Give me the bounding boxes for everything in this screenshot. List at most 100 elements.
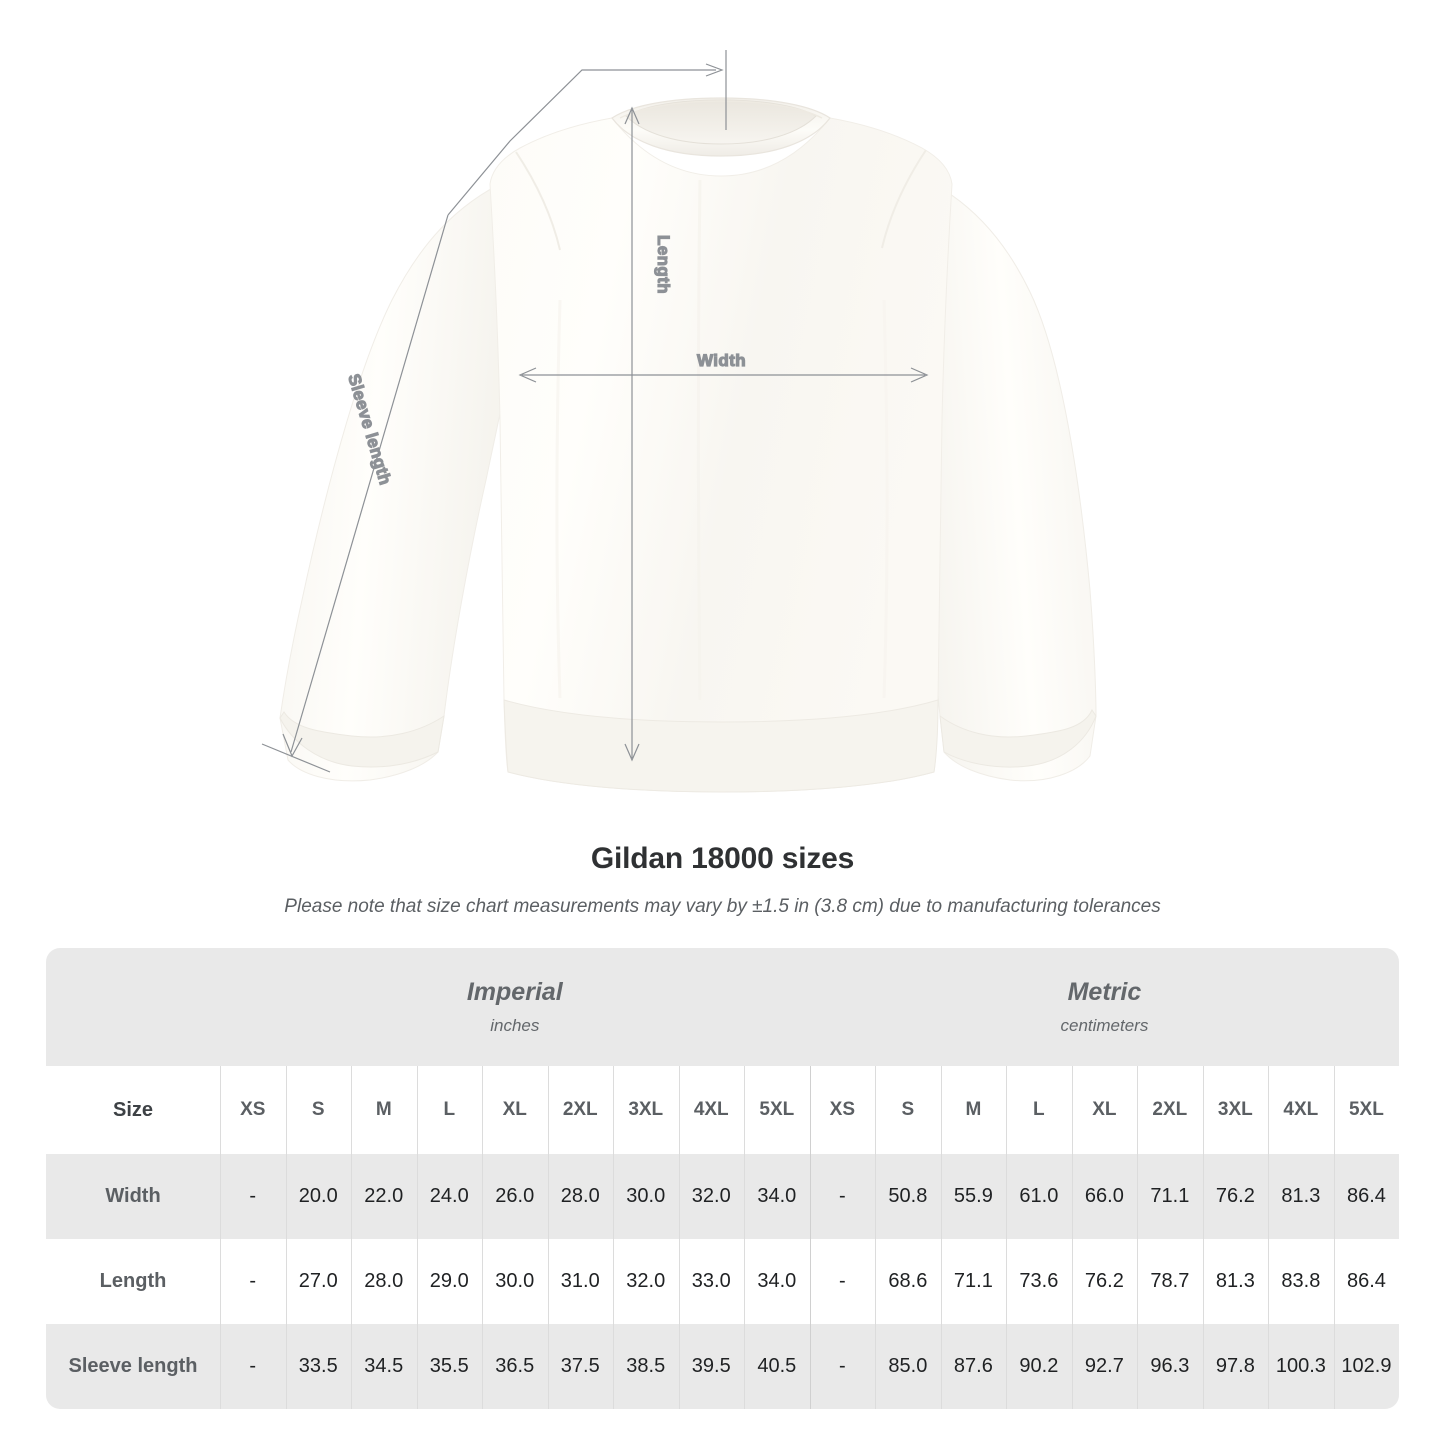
size-header-imperial-m: M [351, 1066, 417, 1154]
width-label: Width [697, 351, 746, 370]
cell-width-metric-m: 55.9 [940, 1154, 1007, 1239]
cell-sleeve-length-metric-5xl: 102.9 [1333, 1324, 1400, 1409]
cell-length-imperial-5xl: 34.0 [744, 1239, 810, 1324]
size-header-imperial-l: L [416, 1066, 482, 1154]
cell-sleeve-length-imperial-3xl: 38.5 [613, 1324, 679, 1409]
size-header-imperial-xl: XL [482, 1066, 548, 1154]
cell-length-imperial-s: 27.0 [285, 1239, 351, 1324]
cell-sleeve-length-imperial-m: 34.5 [351, 1324, 417, 1409]
cell-length-imperial-xs: - [220, 1239, 286, 1324]
cell-sleeve-length-imperial-5xl: 40.5 [744, 1324, 810, 1409]
cell-width-imperial-s: 20.0 [285, 1154, 351, 1239]
cell-sleeve-length-metric-m: 87.6 [940, 1324, 1007, 1409]
metric-unit-header: Metric centimeters [809, 948, 1400, 1066]
length-label: Length [654, 235, 673, 294]
unit-banner-row: Imperial inches Metric centimeters [46, 948, 1400, 1066]
row-label-sleeve-length: Sleeve length [46, 1324, 220, 1409]
cell-sleeve-length-metric-3xl: 97.8 [1202, 1324, 1269, 1409]
page-title: Gildan 18000 sizes [590, 842, 855, 875]
cell-width-imperial-xl: 26.0 [482, 1154, 548, 1239]
metric-unit-subtitle: centimeters [1060, 1016, 1149, 1035]
size-header-imperial-xs: XS [220, 1066, 286, 1154]
size-chart-table-wrapper: Imperial inches Metric centimeters Size XS S M L… [46, 948, 1400, 1409]
cell-width-imperial-3xl: 30.0 [613, 1154, 679, 1239]
cell-sleeve-length-imperial-4xl: 39.5 [678, 1324, 744, 1409]
cell-length-metric-xs: - [809, 1239, 876, 1324]
cell-sleeve-length-metric-2xl: 96.3 [1137, 1324, 1203, 1409]
cell-length-imperial-xl: 30.0 [482, 1239, 548, 1324]
size-header-row: Size XS S M L XL 2XL 3XL 4XL 5XL XS S M L XL 2XL 3XL 4XL 5… [46, 1066, 1400, 1154]
imperial-unit-subtitle: inches [490, 1016, 540, 1035]
table-row: Length -27.0 28.0 29.0 30.0 31.0 32.0 33.0 34.0-… [46, 1239, 1400, 1324]
cell-width-imperial-2xl: 28.0 [547, 1154, 613, 1239]
cell-width-metric-5xl: 86.4 [1333, 1154, 1400, 1239]
unit-banner-corner [46, 948, 220, 1066]
size-header-metric-l: L [1006, 1066, 1072, 1154]
cell-length-imperial-4xl: 33.0 [678, 1239, 744, 1324]
chart-heading-block: Gildan 18000 sizes Please note that size… [0, 838, 1445, 920]
cell-width-imperial-4xl: 32.0 [678, 1154, 744, 1239]
row-label-length: Length [46, 1239, 220, 1324]
metric-unit-title: Metric [1067, 978, 1142, 1006]
cell-sleeve-length-metric-s: 85.0 [875, 1324, 941, 1409]
width-dimension-arrow [518, 367, 929, 383]
size-header-imperial-3xl: 3XL [613, 1066, 679, 1154]
row-label-width: Width [46, 1154, 220, 1239]
cell-sleeve-length-imperial-s: 33.5 [285, 1324, 351, 1409]
shoulder-leader-line [447, 50, 727, 216]
garment-illustration: Length Width Sleeve length [261, 50, 1097, 793]
cell-sleeve-length-imperial-2xl: 37.5 [547, 1324, 613, 1409]
sweatshirt-diagram: Length Width Sleeve length [261, 50, 1097, 793]
cell-length-metric-3xl: 81.3 [1202, 1239, 1269, 1324]
cell-length-metric-s: 68.6 [875, 1239, 941, 1324]
cell-sleeve-length-metric-l: 90.2 [1006, 1324, 1072, 1409]
cell-sleeve-length-metric-xs: - [809, 1324, 876, 1409]
size-header-metric-xl: XL [1071, 1066, 1138, 1154]
cell-width-imperial-xs: - [220, 1154, 286, 1239]
cell-length-metric-5xl: 86.4 [1333, 1239, 1400, 1324]
size-chart-table: Imperial inches Metric centimeters Size XS S M L… [46, 948, 1400, 1409]
length-dimension-arrow [624, 106, 640, 762]
size-header-metric-2xl: 2XL [1137, 1066, 1203, 1154]
cell-width-imperial-5xl: 34.0 [744, 1154, 810, 1239]
size-header-imperial-2xl: 2XL [547, 1066, 613, 1154]
size-header-metric-3xl: 3XL [1202, 1066, 1269, 1154]
cell-length-metric-2xl: 78.7 [1137, 1239, 1203, 1324]
cell-sleeve-length-imperial-xs: - [220, 1324, 286, 1409]
cell-width-metric-3xl: 76.2 [1202, 1154, 1269, 1239]
size-header-metric-xs: XS [809, 1066, 876, 1154]
cell-width-metric-4xl: 81.3 [1268, 1154, 1334, 1239]
tolerance-note: Please note that size chart measurements… [284, 896, 1161, 917]
size-header-imperial-5xl: 5XL [744, 1066, 810, 1154]
cell-sleeve-length-imperial-xl: 36.5 [482, 1324, 548, 1409]
cell-width-imperial-m: 22.0 [351, 1154, 417, 1239]
table-row: Sleeve length -33.5 34.5 35.5 36.5 37.5 38.5 39… [46, 1324, 1400, 1409]
size-header-metric-m: M [940, 1066, 1007, 1154]
cell-length-metric-xl: 76.2 [1071, 1239, 1138, 1324]
cell-width-metric-l: 61.0 [1006, 1154, 1072, 1239]
cell-width-imperial-l: 24.0 [416, 1154, 482, 1239]
imperial-unit-header: Imperial inches [220, 948, 810, 1066]
cell-width-metric-xl: 66.0 [1071, 1154, 1138, 1239]
size-header-metric-4xl: 4XL [1268, 1066, 1334, 1154]
cell-sleeve-length-metric-xl: 92.7 [1071, 1324, 1138, 1409]
cell-width-metric-2xl: 71.1 [1137, 1154, 1203, 1239]
cell-width-metric-xs: - [809, 1154, 876, 1239]
cell-length-imperial-l: 29.0 [416, 1239, 482, 1324]
cell-length-imperial-3xl: 32.0 [613, 1239, 679, 1324]
table-row: Width -20.0 22.0 24.0 26.0 28.0 30.0 32.0 34.0-5… [46, 1154, 1400, 1239]
size-header-imperial-4xl: 4XL [678, 1066, 744, 1154]
size-header-metric-5xl: 5XL [1333, 1066, 1400, 1154]
cell-length-imperial-m: 28.0 [351, 1239, 417, 1324]
size-header-metric-s: S [875, 1066, 941, 1154]
cell-length-metric-m: 71.1 [940, 1239, 1007, 1324]
cell-length-imperial-2xl: 31.0 [547, 1239, 613, 1324]
cell-length-metric-l: 73.6 [1006, 1239, 1072, 1324]
cell-length-metric-4xl: 83.8 [1268, 1239, 1334, 1324]
cell-width-metric-s: 50.8 [875, 1154, 941, 1239]
sweatshirt-body-shape [279, 97, 1097, 793]
imperial-unit-title: Imperial [466, 978, 563, 1006]
cell-sleeve-length-imperial-l: 35.5 [416, 1324, 482, 1409]
cell-sleeve-length-metric-4xl: 100.3 [1268, 1324, 1334, 1409]
size-corner-label: Size [46, 1066, 220, 1154]
